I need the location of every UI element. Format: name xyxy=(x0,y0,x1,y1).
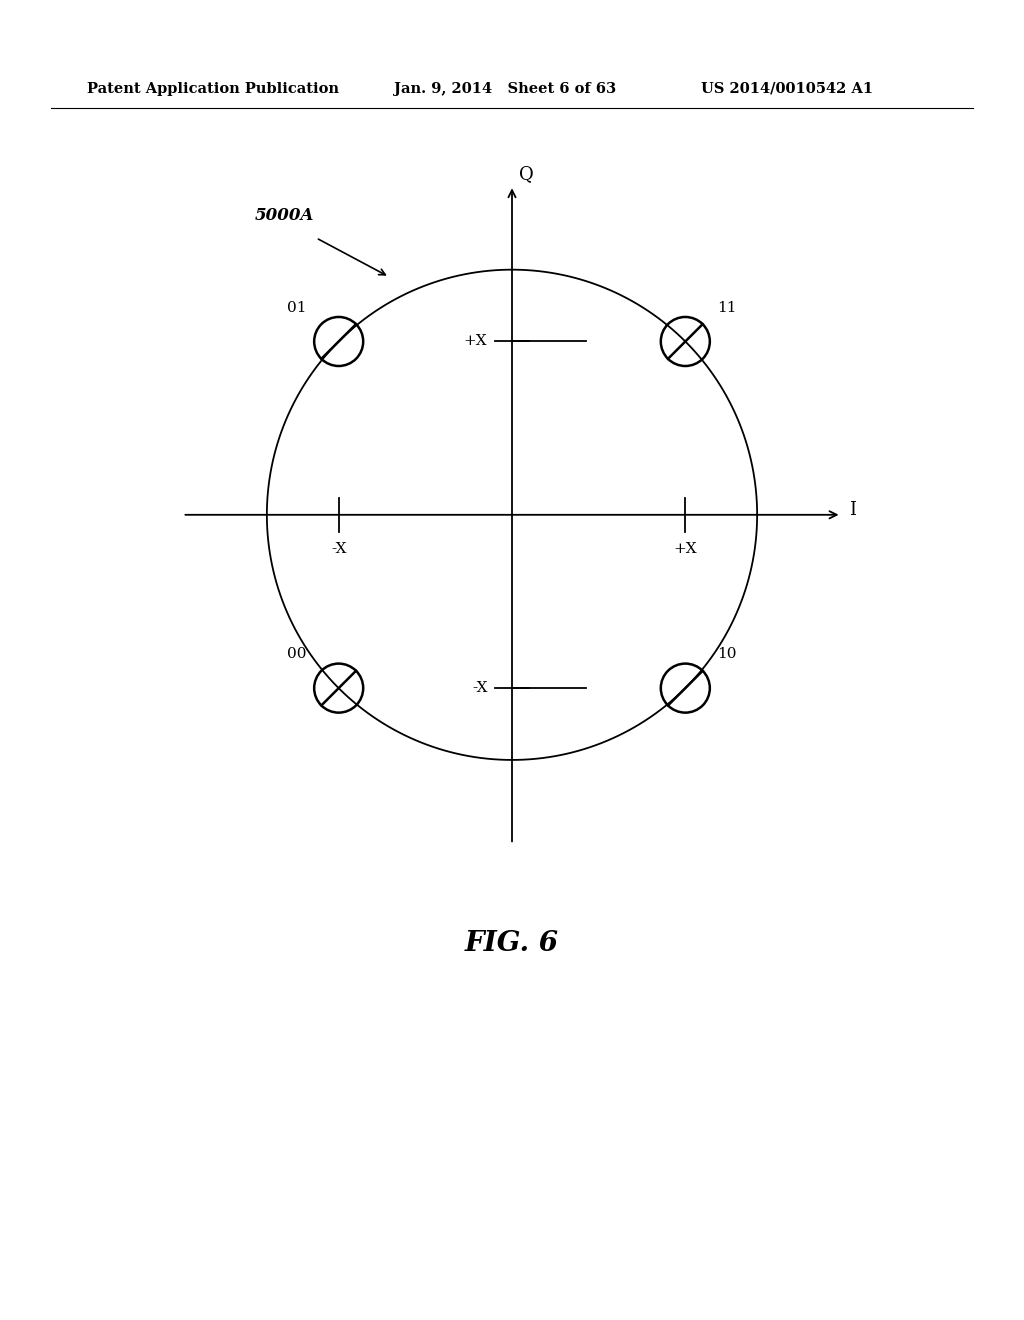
Text: 10: 10 xyxy=(717,647,736,661)
Text: 11: 11 xyxy=(717,301,736,314)
Text: +X: +X xyxy=(464,334,487,348)
Text: I: I xyxy=(849,500,856,519)
Text: Patent Application Publication: Patent Application Publication xyxy=(87,82,339,96)
Text: 5000A: 5000A xyxy=(255,207,314,224)
Text: +X: +X xyxy=(674,541,697,556)
Text: 01: 01 xyxy=(288,301,307,314)
Text: FIG. 6: FIG. 6 xyxy=(465,931,559,957)
Text: Jan. 9, 2014   Sheet 6 of 63: Jan. 9, 2014 Sheet 6 of 63 xyxy=(394,82,616,96)
Text: -X: -X xyxy=(472,681,487,696)
Text: -X: -X xyxy=(331,541,346,556)
Text: 00: 00 xyxy=(288,647,307,661)
Text: US 2014/0010542 A1: US 2014/0010542 A1 xyxy=(701,82,873,96)
Text: Q: Q xyxy=(519,165,535,183)
